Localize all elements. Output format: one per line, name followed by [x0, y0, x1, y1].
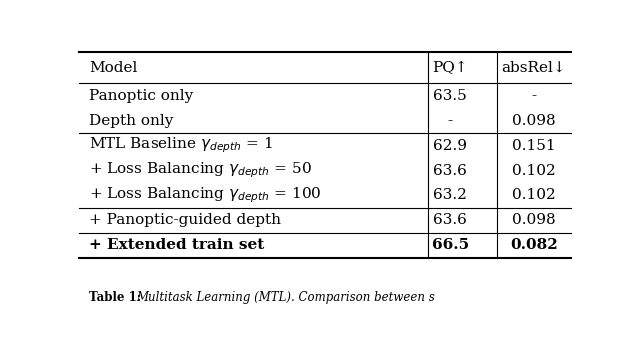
Text: 0.098: 0.098: [512, 114, 555, 128]
Text: 63.2: 63.2: [433, 188, 467, 203]
Text: + Loss Balancing $\gamma_{depth}$ = 50: + Loss Balancing $\gamma_{depth}$ = 50: [89, 161, 312, 180]
Text: MTL Baseline $\gamma_{depth}$ = 1: MTL Baseline $\gamma_{depth}$ = 1: [89, 136, 273, 156]
Text: Model: Model: [89, 61, 138, 75]
Text: Multitask Learning (MTL). Comparison between s: Multitask Learning (MTL). Comparison bet…: [136, 291, 434, 304]
Text: Table 1:: Table 1:: [89, 291, 145, 304]
Text: PQ↑: PQ↑: [432, 61, 468, 75]
Text: 0.151: 0.151: [512, 139, 555, 152]
Text: Depth only: Depth only: [89, 114, 174, 128]
Text: absRel↓: absRel↓: [501, 61, 566, 75]
Text: 0.082: 0.082: [510, 238, 558, 252]
Text: + Extended train set: + Extended train set: [89, 238, 264, 252]
Text: Panoptic only: Panoptic only: [89, 89, 193, 103]
Text: + Panoptic-guided depth: + Panoptic-guided depth: [89, 213, 281, 227]
Text: 66.5: 66.5: [432, 238, 469, 252]
Text: + Loss Balancing $\gamma_{depth}$ = 100: + Loss Balancing $\gamma_{depth}$ = 100: [89, 185, 321, 205]
Text: 0.102: 0.102: [512, 164, 555, 177]
Text: 63.6: 63.6: [433, 164, 467, 177]
Text: 0.102: 0.102: [512, 188, 555, 203]
Text: 62.9: 62.9: [433, 139, 467, 152]
Text: 63.6: 63.6: [433, 213, 467, 227]
Text: 63.5: 63.5: [434, 89, 467, 103]
Text: -: -: [531, 89, 536, 103]
Text: 0.098: 0.098: [512, 213, 555, 227]
Text: -: -: [448, 114, 453, 128]
